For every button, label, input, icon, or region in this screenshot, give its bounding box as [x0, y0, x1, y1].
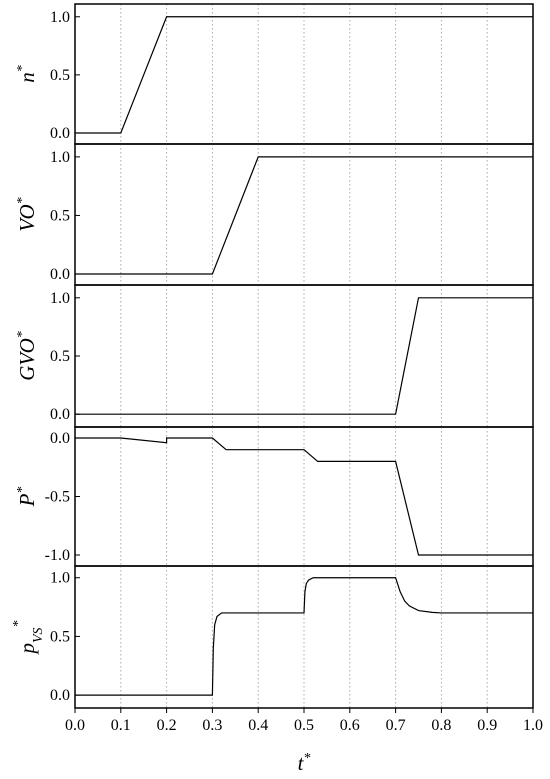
label-sub: VS [31, 627, 46, 643]
line [75, 437, 533, 556]
x-tick-label: 0.7 [386, 717, 406, 734]
x-tick-label: 0.8 [431, 717, 451, 734]
label-base: p [15, 643, 39, 656]
line [75, 156, 533, 275]
y-tick-label: 0.0 [50, 406, 70, 423]
label-sup: * [11, 620, 26, 627]
label-sup: * [303, 751, 310, 766]
label-base: VO [15, 204, 39, 231]
x-tick-label: 0.3 [202, 717, 222, 734]
x-tick-label: 0.1 [111, 717, 131, 734]
axis-label: pVS * [11, 620, 46, 655]
y-tick-label: -0.5 [45, 489, 70, 506]
x-tick-label: 0.2 [157, 717, 177, 734]
y-tick-label: 0.5 [50, 207, 70, 224]
axis-label: P* [15, 487, 39, 508]
x-tick-label: 0.0 [65, 717, 85, 734]
label-sup: * [15, 331, 30, 338]
y-tick-label: 1.0 [50, 290, 70, 307]
label-base: n [15, 72, 39, 83]
label-base: t [298, 751, 305, 775]
axis-label: GVO* [15, 331, 39, 381]
label-base: P [15, 493, 39, 507]
x-tick-label: 0.5 [294, 717, 314, 734]
label-base: GVO [15, 338, 39, 381]
label-sup: * [15, 487, 30, 494]
label-sup: * [15, 197, 30, 204]
label-sup: * [15, 65, 30, 72]
y-tick-label: 1.0 [50, 570, 70, 587]
y-tick-label: 0.0 [50, 125, 70, 142]
line [75, 577, 533, 696]
y-tick-label: 0.0 [50, 430, 70, 447]
axis-label: t* [298, 751, 311, 775]
x-tick-label: 0.9 [477, 717, 497, 734]
y-tick-label: 1.0 [50, 9, 70, 26]
line [75, 297, 533, 415]
axis-label: VO* [15, 197, 39, 231]
axis-label: n* [15, 65, 39, 83]
y-tick-label: -1.0 [45, 547, 70, 564]
line [75, 16, 533, 134]
y-tick-label: 1.0 [50, 149, 70, 166]
y-tick-label: 0.0 [50, 266, 70, 283]
x-tick-label: 1.0 [523, 717, 543, 734]
y-tick-label: 0.5 [50, 67, 70, 84]
x-tick-label: 0.6 [340, 717, 360, 734]
y-tick-label: 0.5 [50, 628, 70, 645]
y-tick-label: 0.5 [50, 348, 70, 365]
x-tick-label: 0.4 [248, 717, 268, 734]
y-tick-label: 0.0 [50, 687, 70, 704]
